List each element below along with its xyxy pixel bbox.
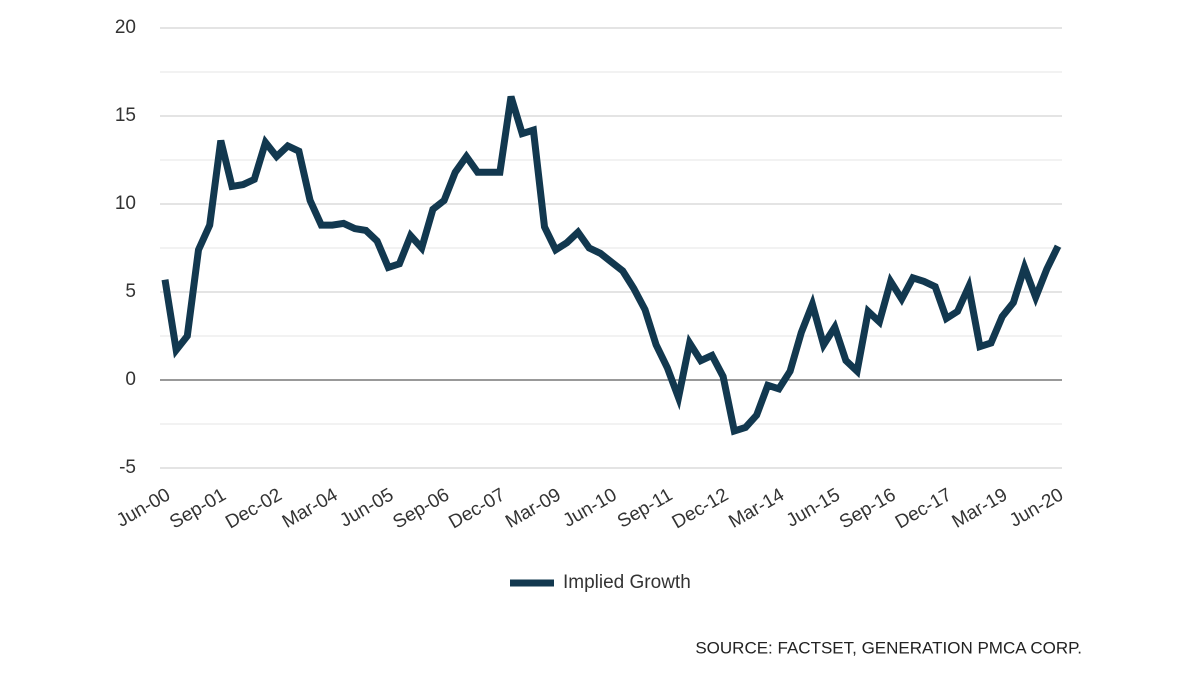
x-tick-label: Sep-16 [836,484,900,533]
x-tick-label: Dec-07 [445,484,509,533]
x-tick-label: Jun-15 [783,484,844,531]
source-note: SOURCE: FACTSET, GENERATION PMCA CORP. [695,638,1082,657]
x-tick-label: Jun-00 [113,484,174,531]
x-tick-label: Sep-06 [389,484,453,533]
x-tick-label: Dec-02 [222,484,286,533]
x-tick-label: Dec-17 [892,484,956,533]
x-tick-label: Jun-05 [336,484,397,531]
x-tick-label: Jun-10 [560,484,621,531]
x-tick-label: Mar-04 [279,484,342,532]
y-tick-label: 15 [115,105,136,126]
y-tick-label: 5 [125,281,136,302]
y-tick-label: 10 [115,193,136,214]
x-tick-label: Sep-11 [614,484,676,532]
y-tick-label: 0 [125,369,136,390]
legend-label: Implied Growth [563,572,691,593]
x-tick-label: Mar-19 [949,484,1012,532]
x-tick-label: Mar-09 [502,484,565,532]
x-tick-label: Sep-01 [166,484,230,533]
x-tick-label: Dec-12 [669,484,733,533]
data-line [161,95,1062,436]
x-tick-label: Mar-14 [725,484,788,532]
x-tick-label: Jun-20 [1006,484,1067,531]
y-tick-label: 20 [115,17,136,38]
y-tick-label: -5 [119,457,136,478]
